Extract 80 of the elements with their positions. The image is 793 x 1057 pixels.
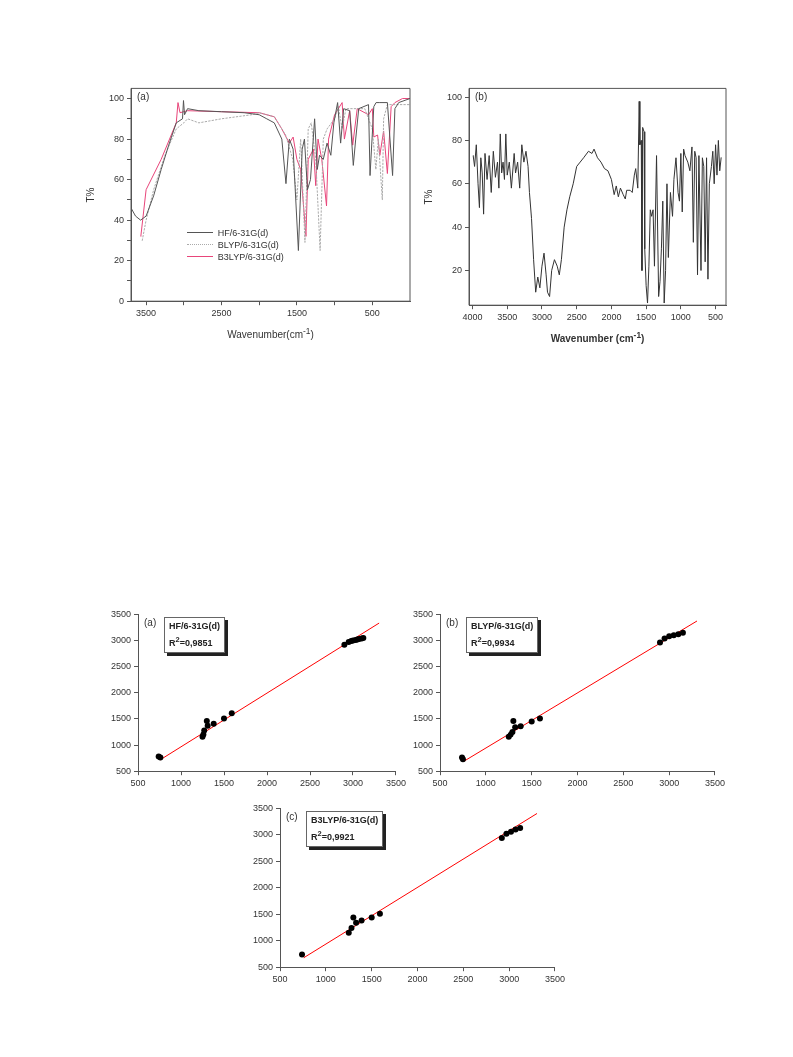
x-tick-label: 1500 [636,312,657,323]
x-tick-label: 2500 [566,312,587,323]
x-tick-label: 500 [130,778,146,789]
y-tick-label: 3500 [252,802,274,813]
y-tick-label: 1000 [252,935,274,946]
y-tick-label: 40 [452,221,463,232]
x-tick-label: 1000 [171,778,192,789]
x-tick-label: 3000 [499,974,520,985]
legend-label: BLYP/6-31G(d) [217,239,279,250]
y-tick-label: 2000 [252,882,274,893]
y-tick-label: 20 [452,265,463,275]
annotation: HF/6-31G(d) [169,620,221,634]
x-tick-label: 1000 [475,778,496,789]
x-axis-title: Wavenumber (cm$^{-1}$) [549,330,646,345]
x-tick-label: 3000 [342,778,364,789]
x-tick-label: 2500 [613,778,634,789]
y-tick-label: 500 [115,765,132,776]
y-tick-label: 1000 [412,739,434,750]
y-tick-label: 3500 [110,608,132,619]
y-tick-label: 2500 [252,855,274,866]
x-tick-label: 1000 [670,312,691,323]
legend-label: B3LYP/6-31G(d) [217,251,284,262]
y-tick-label: 100 [446,91,463,102]
x-tick-label: 3500 [704,778,725,789]
x-tick-label: 2500 [299,778,321,789]
y-tick-label: 2500 [110,661,132,672]
y-tick-label: 1500 [252,908,274,919]
x-tick-label: 3500 [544,974,565,985]
x-tick-label: 500 [432,778,448,789]
y-tick-label: 3000 [252,829,274,840]
annotation: (a) [137,91,150,103]
y-tick-label: 80 [114,133,125,144]
y-tick-label: 3000 [110,635,132,646]
y-tick-label: 500 [257,961,274,972]
x-tick-label: 2000 [567,778,588,789]
x-tick-label: 2500 [211,308,232,319]
x-tick-label: 1500 [521,778,542,789]
annotation: BLYP/6-31G(d) [471,620,534,634]
x-tick-label: 1500 [361,974,382,985]
y-tick-label: 0 [119,295,125,306]
x-tick-label: 1500 [286,308,307,319]
x-tick-label: 3500 [385,778,406,789]
x-tick-label: 4000 [462,312,483,323]
annotation: R$^{2}$=0,9851 [169,634,214,651]
y-tick-label: 60 [452,178,463,189]
y-tick-label: 60 [114,174,125,185]
x-tick-label: 1000 [315,974,336,985]
x-tick-label: 2000 [601,312,622,323]
x-tick-label: 500 [364,308,380,319]
x-tick-label: 3500 [136,308,157,319]
y-tick-label: 80 [452,134,463,145]
y-tick-label: 3000 [412,635,434,646]
annotation: R$^{2}$=0,9921 [311,828,356,845]
y-tick-label: 3500 [412,608,434,619]
x-axis-title: Wavenumber(cm$^{-1}$) [226,326,315,341]
y-tick-label: 2000 [412,687,434,698]
y-axis-title: T% [422,189,434,205]
y-tick-label: 1500 [412,713,434,724]
x-tick-label: 500 [272,974,288,985]
y-tick-label: 2500 [412,661,434,672]
annotation: (a) [144,617,157,629]
x-tick-label: 3000 [659,778,680,789]
y-tick-label: 100 [108,93,125,104]
annotation: (c) [286,811,298,823]
y-tick-label: 500 [417,765,434,776]
x-tick-label: 500 [708,312,724,323]
x-tick-label: 3500 [497,312,518,323]
y-tick-label: 20 [114,255,125,266]
annotation: (b) [475,91,488,103]
y-tick-label: 1500 [110,713,132,724]
y-tick-label: 2000 [110,687,132,698]
y-axis-title: T% [84,187,96,203]
x-tick-label: 1500 [214,778,235,789]
y-tick-label: 1000 [110,739,132,750]
annotation: R$^{2}$=0,9934 [471,634,516,651]
legend-label: HF/6-31G(d) [217,227,269,238]
annotation: B3LYP/6-31G(d) [311,814,379,828]
x-tick-label: 3000 [531,312,552,323]
y-tick-label: 40 [114,214,125,225]
annotation: (b) [446,617,459,629]
